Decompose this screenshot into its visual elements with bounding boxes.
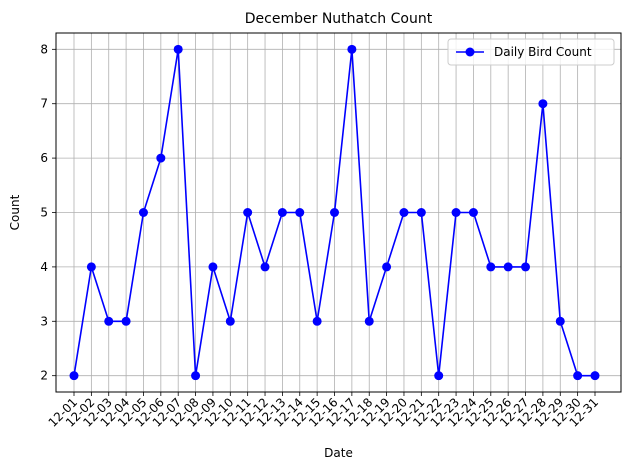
data-point: [277, 208, 287, 217]
data-point: [121, 316, 131, 326]
legend-marker: [465, 47, 475, 57]
legend: Daily Bird Count: [447, 38, 615, 66]
y-tick-label: 7: [40, 97, 48, 111]
y-axis-title: Count: [8, 194, 22, 230]
data-point: [260, 262, 270, 272]
legend-box: [447, 38, 615, 66]
y-tick-label: 5: [40, 206, 48, 220]
data-point: [69, 371, 79, 381]
legend-label: Daily Bird Count: [494, 45, 592, 59]
data-point: [416, 208, 426, 217]
y-axis: 2 3 4 5 6 7 8: [40, 42, 56, 383]
y-tick-label: 6: [40, 151, 48, 165]
data-point: [243, 208, 253, 217]
data-point: [225, 316, 235, 326]
data-point: [521, 262, 531, 272]
series-group: [69, 44, 600, 381]
data-point: [434, 371, 444, 381]
data-point: [208, 262, 218, 272]
x-axis-title: Date: [324, 446, 353, 460]
data-point: [191, 371, 201, 381]
data-point: [295, 208, 305, 217]
data-point: [468, 208, 478, 217]
data-point: [451, 208, 461, 217]
data-point: [399, 208, 409, 217]
y-tick-label: 4: [40, 260, 48, 274]
data-point: [347, 44, 357, 54]
data-point: [138, 208, 148, 217]
y-tick-label: 3: [40, 314, 48, 328]
data-point: [573, 371, 583, 381]
data-point: [156, 153, 166, 163]
data-point: [330, 208, 339, 217]
data-point: [503, 262, 513, 272]
data-point: [364, 316, 374, 326]
data-point: [590, 371, 600, 381]
data-point: [312, 316, 322, 326]
y-tick-label: 2: [40, 369, 48, 383]
data-point: [173, 44, 183, 54]
chart-title: December Nuthatch Count: [245, 11, 433, 27]
y-tick-label: 8: [40, 42, 48, 56]
data-point: [86, 262, 96, 272]
data-point: [538, 99, 548, 109]
data-point: [486, 262, 496, 272]
data-point: [555, 316, 565, 326]
data-point: [104, 316, 114, 326]
data-point: [382, 262, 392, 272]
